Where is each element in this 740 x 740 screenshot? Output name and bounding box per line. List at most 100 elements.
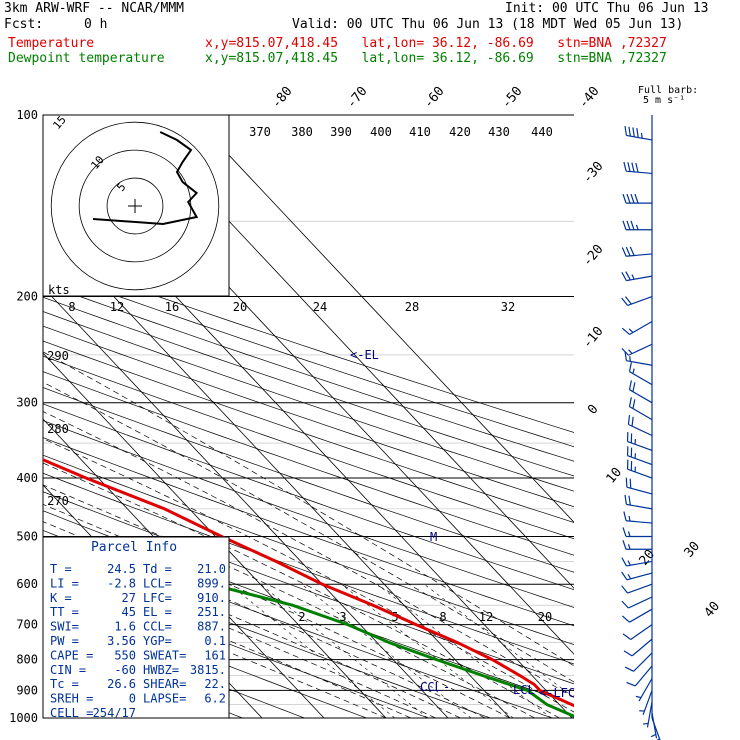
parcel-info-key2: CCL= (143, 620, 172, 634)
isotherm-label: -40 (576, 84, 603, 112)
wind-barb-staff (627, 583, 653, 594)
wind-barb-staff (629, 406, 653, 421)
hodograph-trace (92, 131, 199, 226)
wind-barb-flag (623, 161, 627, 172)
theta-e-label: 32 (501, 300, 515, 314)
wind-barb-flag (634, 193, 639, 204)
parcel-info-key: T = (50, 562, 72, 576)
parcel-info-key2: LFC= (143, 591, 172, 605)
wind-barb-flag (626, 193, 631, 204)
theta-label: 410 (409, 125, 431, 139)
wind-barb-flag (621, 247, 627, 257)
parcel-info-value: 45 (122, 605, 136, 619)
wind-barb-flag (624, 125, 627, 136)
parcel-info-value: 3.56 (107, 634, 136, 648)
wind-barb-flag (625, 246, 631, 257)
wind-barb-half (632, 368, 635, 374)
wind-barb-staff (627, 440, 653, 452)
wind-barb-flag (629, 246, 635, 256)
wind-barb-staff (651, 717, 661, 740)
wind-barb-flag (631, 162, 635, 173)
moist-adiabat-26 (43, 411, 574, 698)
isotherm-label: 20 (637, 547, 659, 569)
wind-barb (626, 432, 653, 452)
dry-adiabat-340 (43, 437, 574, 627)
isotherm-label: 30 (682, 539, 704, 561)
wind-barb (626, 665, 653, 687)
wind-barb-staff (628, 596, 653, 609)
legend-temperature-info: x,y=815.07,418.45 lat,lon= 36.12, -86.69… (205, 36, 667, 51)
wind-barb-staff (626, 572, 653, 581)
wind-barb (621, 343, 653, 356)
parcel-info-value: 27 (122, 591, 136, 605)
wind-barb (627, 415, 653, 437)
wind-barb-half (635, 224, 639, 230)
parcel-info-value: 1.6 (114, 620, 136, 634)
parcel-info-value2: 910. (197, 591, 226, 605)
mixing-ratio-12 (376, 583, 552, 718)
wind-barb-staff (626, 560, 653, 567)
wind-barb (635, 678, 653, 702)
isotherm--70 (0, 115, 14, 718)
pressure-label-1000: 1000 (9, 711, 38, 725)
isotherm-label: -20 (580, 242, 607, 270)
wind-barb-flag (632, 382, 636, 392)
wind-barb (651, 717, 661, 740)
wind-barb-staff (626, 134, 653, 141)
isotherm--10 (43, 352, 387, 718)
theta-label: 390 (330, 125, 352, 139)
theta-e-label: 24 (313, 300, 327, 314)
wind-barb-flag (622, 220, 627, 230)
wind-barb (621, 608, 653, 623)
mixing-ratio-label: 3 (339, 610, 346, 624)
parcel-info-key2: LCL= (143, 576, 172, 590)
wind-barb-flag (628, 397, 632, 407)
parcel-info-key: TT = (50, 605, 79, 619)
wind-barb (621, 295, 653, 306)
wind-barb-half (629, 356, 631, 362)
wind-barb-flag (623, 650, 633, 657)
wind-barb-flag (621, 327, 630, 335)
dry-adiabat-label: 280 (47, 422, 69, 436)
wind-barb (622, 193, 652, 204)
wind-barb-flag (621, 615, 630, 623)
forecast-label: Fcst: (4, 17, 44, 32)
legend-temperature-label: Temperature (8, 36, 95, 51)
wind-barb (628, 397, 653, 421)
wind-barb-flag (626, 220, 631, 230)
theta-e-label: 12 (110, 300, 124, 314)
isotherm-label: -80 (269, 84, 296, 112)
wind-barb-flag (624, 351, 627, 361)
wind-barb-flag (622, 633, 632, 640)
dry-adiabat-460 (43, 255, 574, 433)
wind-barb-flag (621, 557, 627, 567)
wind-barb-half (627, 544, 631, 550)
level-marker: <-EL (350, 348, 379, 362)
wind-barb-staff (627, 455, 653, 466)
wind-barb-staff (631, 638, 653, 657)
parcel-info-value: 0 (129, 692, 136, 706)
wind-barb (625, 477, 653, 495)
pressure-label-600: 600 (16, 577, 38, 591)
theta-e-label: 20 (233, 300, 247, 314)
wind-barb-staff (630, 624, 653, 640)
pressure-label-100: 100 (16, 108, 38, 122)
wind-barb-half (627, 560, 631, 566)
isotherm-label: 10 (604, 465, 626, 487)
dry-adiabat-420 (43, 311, 574, 492)
wind-barb (624, 494, 653, 510)
parcel-info-value: -60 (114, 663, 136, 677)
parcel-info-value2: 899. (197, 576, 226, 590)
parcel-info-key2: YGP= (143, 634, 172, 648)
parcel-info-key: LI = (50, 576, 79, 590)
wind-barb-staff (626, 360, 653, 366)
dry-adiabat-label: 270 (47, 494, 69, 508)
moist-adiabat--2 (43, 550, 436, 718)
wind-barb-half (628, 349, 633, 354)
wind-barb-flag (632, 127, 635, 137)
isotherm-0 (43, 286, 449, 718)
theta-label: 400 (370, 125, 392, 139)
wind-barb (628, 362, 653, 386)
mixing-ratio-label: 8 (439, 610, 446, 624)
